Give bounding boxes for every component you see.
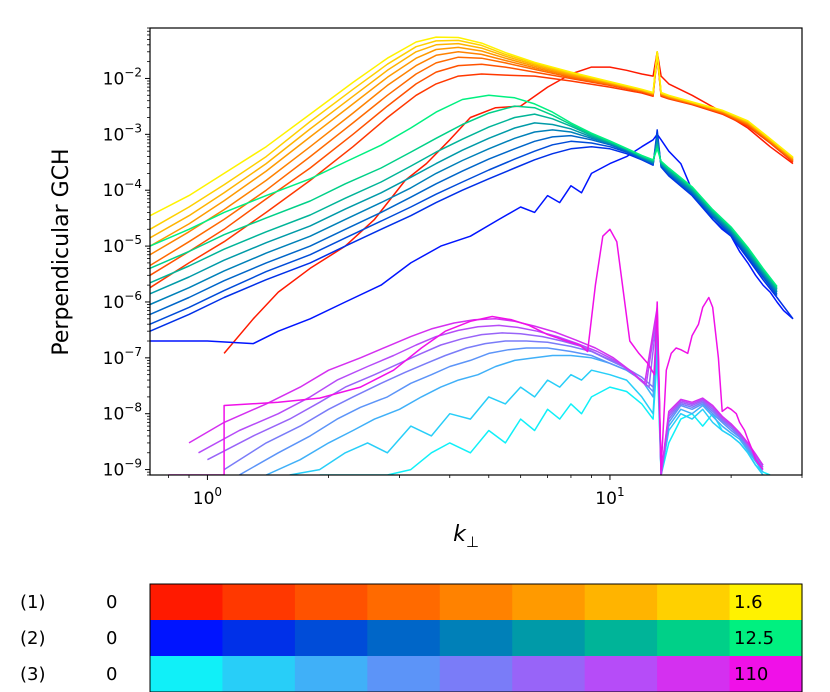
colorbar-cell <box>439 656 513 692</box>
colorbar-cell <box>294 620 368 656</box>
colorbar-cell <box>222 584 296 620</box>
x-tick-label: 100 <box>193 485 222 509</box>
colorbar-min-label: 0 <box>106 628 117 649</box>
colorbar-cell <box>294 584 368 620</box>
series-line <box>289 340 764 475</box>
series-line <box>150 134 778 316</box>
series-line <box>150 54 794 276</box>
series-line <box>198 309 764 475</box>
colorbar-cell <box>294 656 368 692</box>
colorbar-max-label: 110 <box>734 664 768 685</box>
colorbar-cell <box>512 620 586 656</box>
series-line <box>150 122 778 295</box>
y-tick-label: 10−2 <box>103 65 142 89</box>
colorbar-cell <box>584 584 658 620</box>
y-tick-label: 10−6 <box>103 289 142 313</box>
colorbar-frame <box>149 583 803 692</box>
colorbar-cell <box>222 656 296 692</box>
series-line <box>150 36 794 217</box>
colorbar-cell <box>150 584 224 620</box>
colorbar-cell <box>367 656 441 692</box>
colorbar-cell <box>367 584 441 620</box>
colorbar-max-label: 12.5 <box>734 628 774 649</box>
series-line <box>223 318 764 475</box>
colorbar-legend: (1) 0 1.6 (2) 0 12.5 (3) 0 110 <box>20 583 803 692</box>
colorbar-cell <box>657 584 731 620</box>
y-tick-label: 10−5 <box>103 233 142 257</box>
series-line <box>150 51 794 256</box>
colorbar-cell <box>729 620 803 656</box>
colorbar-cell <box>150 620 224 656</box>
x-axis-label-main: k <box>453 522 467 547</box>
colorbar-cell <box>367 620 441 656</box>
series-line <box>150 105 778 289</box>
colorbar-cell <box>657 620 731 656</box>
colorbar-min-label: 0 <box>106 664 117 685</box>
series-line <box>319 357 771 475</box>
series-line <box>150 133 778 325</box>
y-tick-label: 10−4 <box>103 177 142 201</box>
y-tick-label: 10−7 <box>103 345 142 369</box>
y-tick-label: 10−9 <box>103 457 142 481</box>
x-axis-label-subscript: ⊥ <box>466 533 479 551</box>
colorbar-cell <box>729 584 803 620</box>
colorbar-min-label: 0 <box>106 592 117 613</box>
series-line <box>150 94 778 287</box>
series-line <box>207 313 764 475</box>
colorbar-cell <box>222 620 296 656</box>
y-tick-label: 10−8 <box>103 401 142 425</box>
colorbar-row-label: (2) <box>20 628 46 649</box>
series-line <box>150 55 794 289</box>
y-tick-label: 10−3 <box>103 121 142 145</box>
series-layer <box>150 36 794 475</box>
series-line <box>150 129 778 306</box>
x-axis-label: k⊥ <box>453 522 479 551</box>
series-line <box>188 306 764 475</box>
colorbar-cell <box>584 620 658 656</box>
colorbar-cell <box>439 620 513 656</box>
colorbar-cell <box>512 656 586 692</box>
colorbar-cell <box>512 584 586 620</box>
colorbar-cell <box>729 656 803 692</box>
colorbar-cell <box>150 656 224 692</box>
x-tick-label: 101 <box>595 485 624 509</box>
series-line <box>238 323 764 475</box>
colorbar-cell <box>439 584 513 620</box>
colorbar-row-label: (1) <box>20 592 46 613</box>
series-line <box>168 228 764 475</box>
series-line <box>150 129 794 332</box>
x-axis: 100 101 <box>168 475 803 509</box>
colorbar-cell <box>657 656 731 692</box>
y-axis-label: Perpendicular GCH <box>49 148 74 355</box>
y-axis: 10−2 10−3 10−4 10−5 10−6 10−7 10−8 10−9 <box>103 27 150 481</box>
series-line <box>150 133 794 345</box>
colorbar-max-label: 1.6 <box>734 592 763 613</box>
series-line <box>150 42 794 239</box>
colorbar-cell <box>584 656 658 692</box>
colorbar-row-label: (3) <box>20 664 46 685</box>
